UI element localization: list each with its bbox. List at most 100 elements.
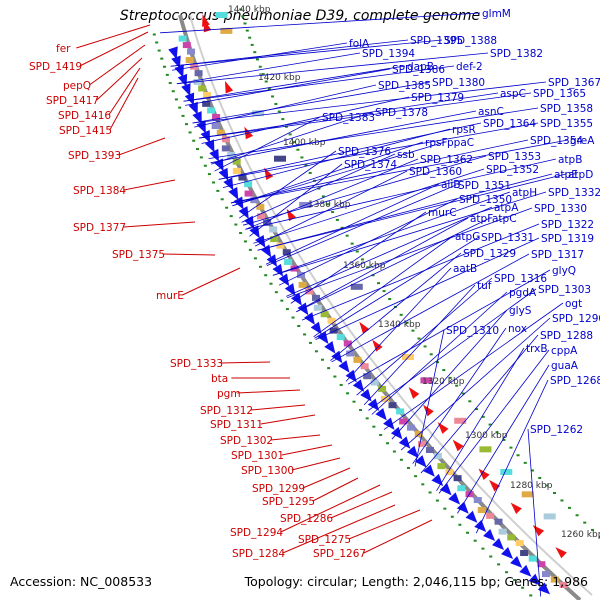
reverse-gene-arrow[interactable] (338, 360, 350, 373)
reverse-gene-label[interactable]: SPD_1303 (538, 284, 591, 296)
reverse-gene-arrow[interactable] (249, 225, 260, 239)
reverse-gene-arrow[interactable] (483, 528, 496, 542)
forward-gene-arrow[interactable] (408, 386, 420, 399)
reverse-gene-arrow[interactable] (223, 177, 234, 191)
forward-gene-label[interactable]: SPD_1299 (252, 483, 305, 495)
forward-gene-label[interactable]: fer (56, 43, 71, 55)
forward-gene-label[interactable]: SPD_1300 (241, 465, 294, 477)
reverse-gene-label[interactable]: SPD_1317 (531, 249, 584, 261)
reverse-gene-arrow[interactable] (260, 244, 272, 258)
reverse-gene-label[interactable]: atpB (558, 154, 582, 166)
reverse-gene-arrow[interactable] (310, 321, 322, 335)
reverse-gene-label[interactable]: pgdA (509, 287, 537, 299)
reverse-gene-label[interactable]: atpH (512, 187, 537, 199)
reverse-gene-label[interactable]: aspC (500, 88, 526, 100)
forward-gene-label[interactable]: SPD_1301 (231, 450, 284, 462)
reverse-gene-label[interactable]: asnC (478, 106, 504, 118)
forward-gene-label[interactable]: SPD_1415 (59, 125, 112, 137)
reverse-gene-arrow[interactable] (383, 417, 395, 430)
reverse-gene-label[interactable]: tuf (477, 280, 492, 292)
reverse-gene-arrow[interactable] (324, 340, 336, 354)
reverse-gene-arrow[interactable] (304, 312, 315, 325)
reverse-gene-label[interactable]: atpG (455, 231, 480, 243)
forward-gene-label[interactable]: SPD_1312 (200, 405, 253, 417)
forward-gene-label[interactable]: SPD_1377 (73, 222, 126, 234)
reverse-gene-arrow[interactable] (474, 519, 487, 532)
reverse-gene-label[interactable]: ssb (397, 149, 415, 161)
reverse-gene-label[interactable]: SPD_1316 (494, 273, 547, 285)
reverse-gene-label[interactable]: SPD_1355 (540, 118, 593, 130)
reverse-gene-label[interactable]: murC (428, 207, 457, 219)
reverse-gene-label[interactable]: SPD_1322 (541, 219, 594, 231)
reverse-gene-arrow[interactable] (528, 573, 541, 586)
reverse-gene-arrow[interactable] (243, 215, 255, 229)
forward-gene-arrow[interactable] (437, 422, 449, 434)
reverse-gene-arrow[interactable] (188, 101, 198, 115)
reverse-gene-arrow[interactable] (510, 555, 523, 568)
reverse-gene-arrow[interactable] (423, 464, 435, 477)
forward-gene-label[interactable]: SPD_1375 (112, 249, 165, 261)
reverse-gene-arrow[interactable] (192, 111, 202, 125)
reverse-gene-label[interactable]: atpE (554, 169, 578, 181)
reverse-gene-arrow[interactable] (177, 73, 188, 87)
forward-gene-label[interactable]: SPD_1419 (29, 61, 82, 73)
reverse-gene-label[interactable]: folA (349, 38, 370, 50)
reverse-gene-arrow[interactable] (184, 92, 195, 106)
reverse-gene-label[interactable]: SPD_1380 (432, 77, 485, 89)
reverse-gene-label[interactable]: SPD_1376 (338, 146, 391, 158)
forward-gene-label[interactable]: SPD_1275 (298, 534, 351, 546)
reverse-gene-label[interactable]: SPD_1319 (541, 233, 594, 245)
reverse-gene-arrow[interactable] (465, 510, 478, 523)
reverse-gene-label[interactable]: SPD_1358 (540, 103, 593, 115)
reverse-gene-label[interactable]: SPD_1395 (410, 35, 463, 47)
forward-gene-label[interactable]: pgm (217, 388, 241, 400)
reverse-gene-arrow[interactable] (278, 273, 290, 287)
forward-gene-arrow[interactable] (203, 19, 212, 33)
forward-gene-arrow[interactable] (422, 404, 434, 417)
reverse-gene-label[interactable]: rpsF (425, 137, 448, 149)
reverse-gene-label[interactable]: glyQ (552, 265, 576, 277)
forward-gene-arrow[interactable] (555, 547, 567, 559)
reverse-gene-label[interactable]: rpsR (452, 124, 476, 136)
reverse-gene-label[interactable]: SPD_1385 (378, 80, 431, 92)
forward-gene-label[interactable]: SPD_1333 (170, 358, 223, 370)
forward-gene-arrow[interactable] (452, 439, 464, 452)
forward-gene-arrow[interactable] (359, 321, 370, 334)
forward-gene-label[interactable]: bta (211, 373, 228, 385)
reverse-gene-label[interactable]: SPD_1365 (533, 88, 586, 100)
reverse-gene-label[interactable]: SPD_1364 (483, 118, 536, 130)
reverse-gene-arrow[interactable] (266, 254, 278, 268)
reverse-gene-label[interactable]: aatB (453, 263, 477, 275)
reverse-gene-label[interactable]: glyS (509, 305, 532, 317)
forward-gene-arrow[interactable] (224, 80, 234, 94)
reverse-gene-arrow[interactable] (209, 148, 219, 162)
reverse-gene-arrow[interactable] (367, 398, 380, 411)
reverse-gene-label[interactable]: nox (508, 323, 527, 335)
reverse-gene-label[interactable]: SPD_1288 (540, 330, 593, 342)
forward-gene-label[interactable]: SPD_1384 (73, 185, 126, 197)
reverse-gene-arrow[interactable] (375, 407, 387, 421)
reverse-gene-label[interactable]: SPD_1329 (463, 248, 516, 260)
forward-gene-label[interactable]: SPD_1311 (210, 419, 263, 431)
reverse-gene-label[interactable]: SPD_1378 (375, 107, 428, 119)
forward-gene-label[interactable]: SPD_1267 (313, 548, 366, 560)
reverse-gene-arrow[interactable] (228, 186, 239, 200)
reverse-gene-arrow[interactable] (537, 582, 551, 595)
reverse-gene-arrow[interactable] (431, 473, 444, 487)
reverse-gene-arrow[interactable] (398, 436, 411, 449)
reverse-gene-label[interactable]: SPD_1367 (548, 77, 600, 89)
reverse-gene-label[interactable]: greA (570, 135, 595, 147)
reverse-gene-arrow[interactable] (181, 83, 191, 97)
reverse-gene-label[interactable]: SPD_1330 (534, 203, 587, 215)
reverse-gene-label[interactable]: atpD (568, 169, 593, 181)
reverse-gene-arrow[interactable] (352, 379, 365, 392)
reverse-gene-arrow[interactable] (519, 564, 532, 577)
reverse-gene-label[interactable]: SPD_1374 (344, 159, 397, 171)
reverse-gene-label[interactable]: SPD_1382 (490, 48, 543, 60)
reverse-gene-label[interactable]: SPD_1350 (459, 194, 512, 206)
reverse-gene-label[interactable]: SPD_1354 (530, 135, 583, 147)
reverse-gene-arrow[interactable] (501, 547, 514, 560)
forward-gene-label[interactable]: SPD_1393 (68, 150, 121, 162)
reverse-gene-arrow[interactable] (414, 455, 427, 468)
